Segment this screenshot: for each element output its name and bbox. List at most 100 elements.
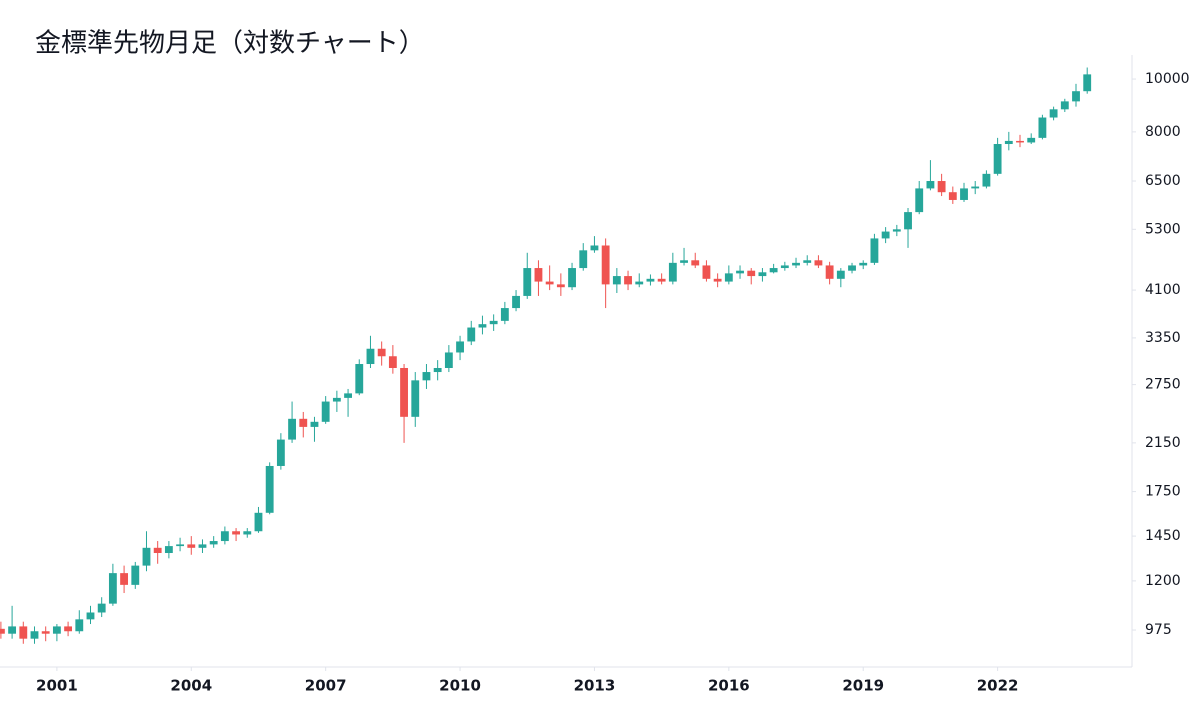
candle-body [590,245,599,251]
chart-title: 金標準先物月足（対数チャート） [35,29,425,59]
candle-body [1083,74,1092,92]
candle-body [1038,117,1047,138]
y-tick-label: 1750 [1145,484,1181,500]
candle-body [75,619,84,632]
x-tick-label: 2016 [708,677,750,695]
candle-body [288,418,296,440]
candle-body [344,393,352,398]
candle-body [657,278,666,282]
candle-body [64,626,73,632]
x-tick-label: 2004 [170,677,212,695]
candle-body [904,212,912,230]
candle-body [411,380,420,417]
candle-body [41,631,50,634]
candle-body [612,276,621,285]
candle-body [86,612,95,620]
y-tick-label: 975 [1145,622,1172,638]
candle-body [736,270,744,274]
candle-body [444,352,453,368]
candle-body [568,268,576,288]
x-tick-label: 2022 [977,677,1019,695]
candle-body [355,364,364,394]
candle-body [556,284,565,288]
candle-body [680,260,688,263]
candle-body [948,192,957,200]
candle-body [1016,140,1024,143]
candle-body [1004,140,1013,145]
candle-body [8,626,17,634]
candle-body [702,265,711,279]
candle-body [892,229,901,232]
candle-body [209,541,218,545]
candle-body [534,268,543,282]
candle-body [691,260,700,266]
candle-body [456,341,464,353]
y-tick-label: 6500 [1145,173,1181,189]
x-tick-label: 2007 [305,677,347,695]
candle-body [859,262,868,266]
candle-body [467,327,476,342]
candle-body [758,272,767,277]
candle-body [400,367,408,417]
y-tick-label: 10000 [1145,71,1190,87]
candle-body [545,281,554,285]
x-tick-label: 2013 [574,677,616,695]
candle-body [254,512,263,532]
candle-body [366,348,375,365]
candle-body [780,265,789,269]
candle-body [993,144,1002,174]
candle-body [915,188,924,213]
candle-body [276,439,285,466]
candle-body [1027,137,1036,143]
candle-body [1072,91,1080,102]
candle-body [243,531,252,535]
candle-body [332,397,341,402]
candle-body [220,531,229,542]
candle-body [971,186,980,189]
candle-body [579,250,588,269]
candle-body [153,547,162,554]
candle-body [601,245,610,285]
candle-body [97,603,106,613]
candle-body [881,231,890,239]
candle-body [769,268,778,273]
candle-body [310,421,319,427]
candle-body [433,367,442,373]
candle-body [500,308,509,321]
candle-body [108,573,117,604]
candle-body [19,626,28,639]
candle-body [523,268,532,296]
candle-body [489,320,498,325]
y-tick-label: 5300 [1145,221,1181,237]
candle-body [232,531,240,535]
candle-body [870,238,879,263]
candle-body [937,181,946,193]
candle-body [646,278,655,282]
candle-body [926,181,935,189]
candle-body [198,544,207,548]
candle-body [635,281,644,285]
candle-body [960,188,968,200]
candle-body [1060,101,1069,110]
candle-body [478,324,487,328]
candle-body [120,573,129,585]
candle-body [792,262,800,266]
candle-body [814,260,823,266]
candle-body [825,265,834,279]
candle-body [1049,109,1058,118]
y-tick-label: 1450 [1145,528,1181,544]
y-tick-label: 8000 [1145,124,1181,140]
x-tick-label: 2001 [36,677,78,695]
candle-body [713,278,722,282]
candle-body [624,276,632,285]
candle-body [512,295,520,309]
candle-body [265,465,274,513]
y-tick-label: 3350 [1145,330,1181,346]
candle-body [131,565,140,585]
candle-body [52,626,61,634]
candle-body [848,265,856,271]
candle-body [724,273,733,282]
y-tick-label: 2750 [1145,377,1181,393]
